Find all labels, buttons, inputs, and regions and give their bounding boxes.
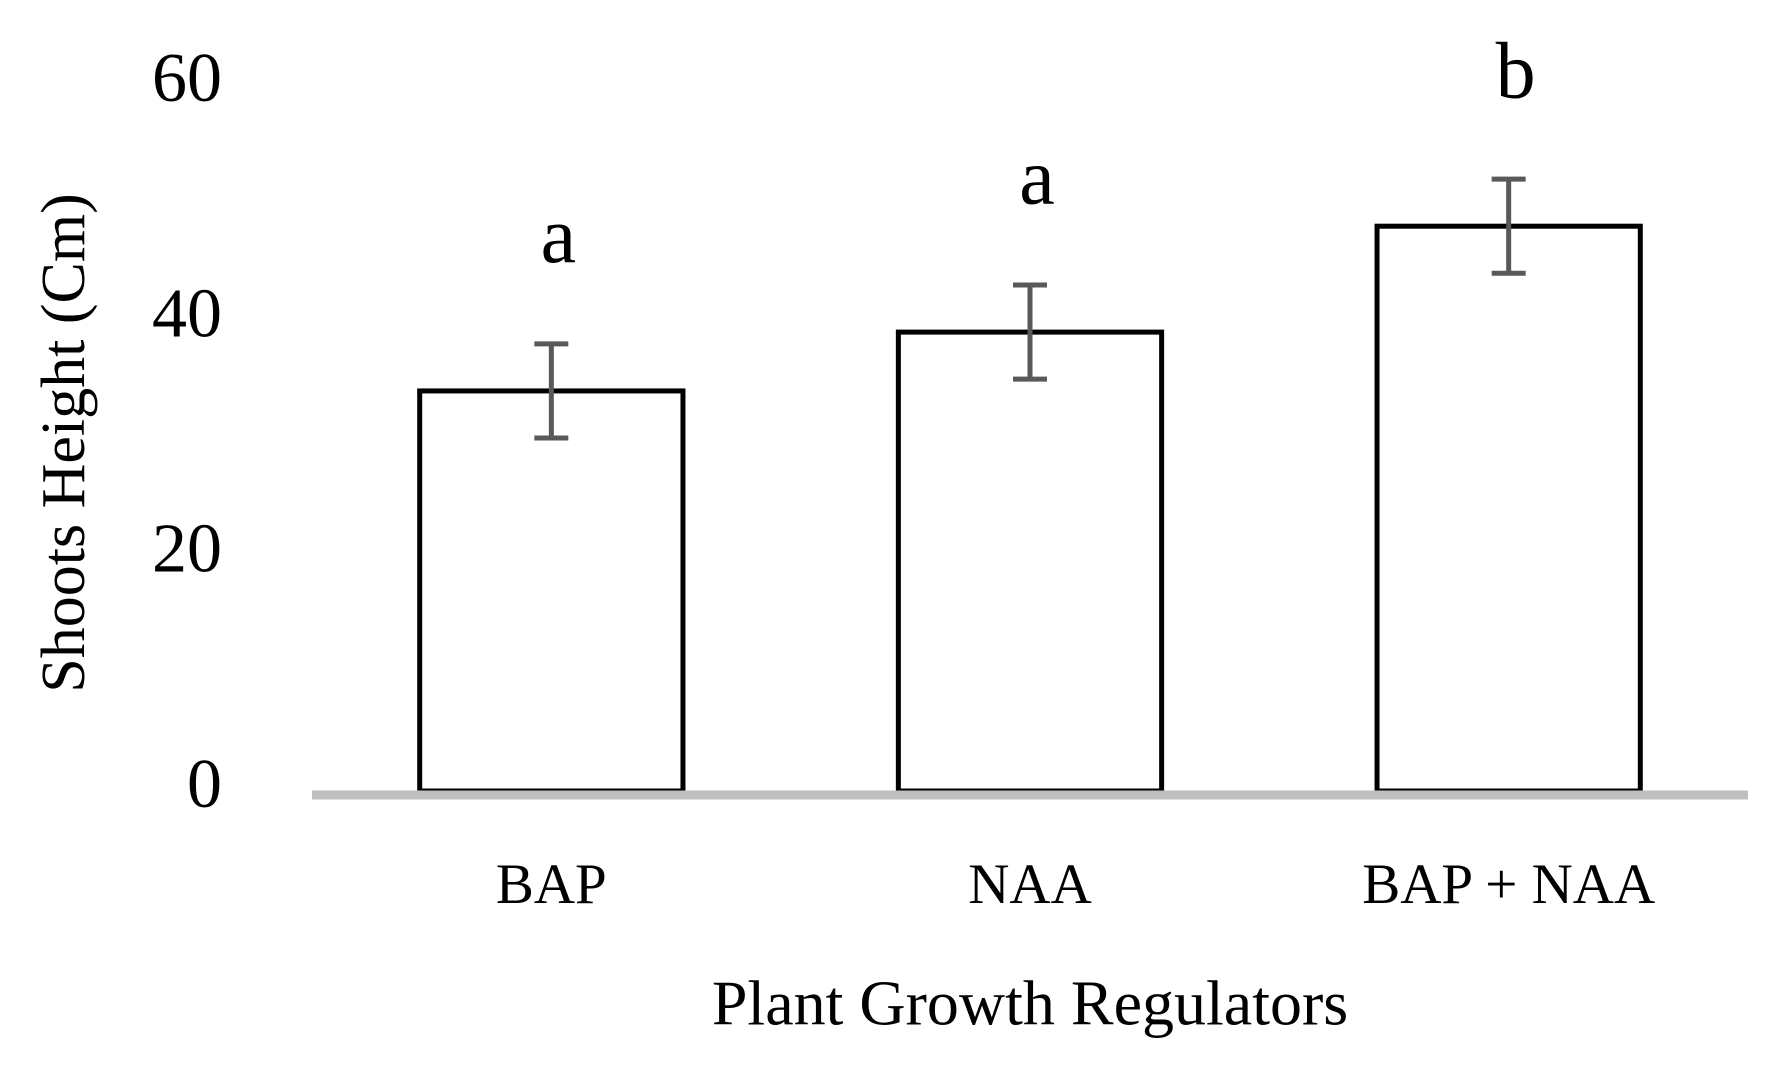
error-bar bbox=[1013, 282, 1047, 382]
bar bbox=[417, 388, 686, 794]
y-tick-label: 0 bbox=[187, 746, 222, 823]
significance-letter: a bbox=[541, 192, 577, 280]
error-bar bbox=[534, 341, 569, 441]
y-tick-label: 20 bbox=[152, 511, 222, 588]
y-axis-title: Shoots Height (Cm) bbox=[30, 193, 98, 692]
significance-letter: b bbox=[1496, 27, 1536, 115]
bar bbox=[1374, 223, 1643, 794]
x-tick-label: NAA bbox=[968, 853, 1092, 916]
bar bbox=[895, 329, 1165, 794]
x-tick-label: BAP + NAA bbox=[1362, 853, 1655, 916]
error-bar bbox=[1491, 176, 1526, 276]
x-axis-title: Plant Growth Regulators bbox=[712, 968, 1348, 1039]
y-tick-label: 40 bbox=[152, 275, 222, 352]
significance-letter: a bbox=[1019, 133, 1055, 221]
y-tick-label: 60 bbox=[152, 40, 222, 117]
x-tick-label: BAP bbox=[496, 853, 607, 916]
